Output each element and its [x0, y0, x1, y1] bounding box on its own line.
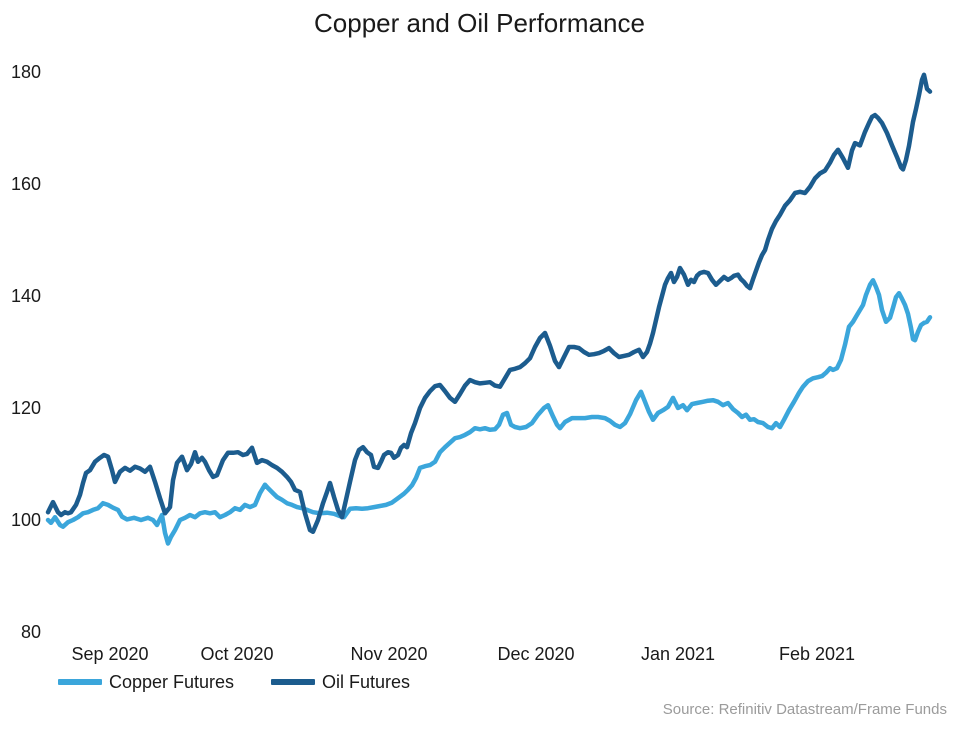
x-axis-label-sep-2020: Sep 2020 [71, 644, 149, 664]
y-axis-label-180: 180 [10, 62, 41, 82]
x-axis-label-jan-2021: Jan 2021 [640, 644, 716, 664]
y-axis-label-140: 140 [10, 286, 41, 306]
chart-title: Copper and Oil Performance [314, 8, 645, 38]
legend-item-copper-futures: Copper Futures [58, 672, 234, 692]
legend: Copper Futures Oil Futures [0, 672, 959, 692]
x-axis-label-nov-2020: Nov 2020 [350, 644, 428, 664]
y-axis-label-120: 120 [10, 398, 41, 418]
series-line-copper-futures [45, 278, 933, 546]
copper-futures-line-swatch [58, 679, 102, 685]
legend-item-oil-futures: Oil Futures [271, 672, 410, 692]
x-axis-label-feb-2021: Feb 2021 [778, 644, 856, 664]
y-axis-label-100: 100 [10, 510, 41, 530]
series-line-oil-futures [45, 72, 933, 535]
oil-futures-line-swatch [271, 679, 315, 685]
x-axis-label-dec-2020: Dec 2020 [497, 644, 575, 664]
x-axis-label-oct-2020: Oct 2020 [200, 644, 274, 664]
y-axis-label-80: 80 [20, 622, 41, 642]
source-attribution: Source: Refinitiv Datastream/Frame Funds [662, 701, 947, 718]
legend-label-copper-futures: Copper Futures [109, 671, 235, 692]
y-axis-label-160: 160 [10, 174, 41, 194]
legend-label-oil-futures: Oil Futures [322, 671, 411, 692]
